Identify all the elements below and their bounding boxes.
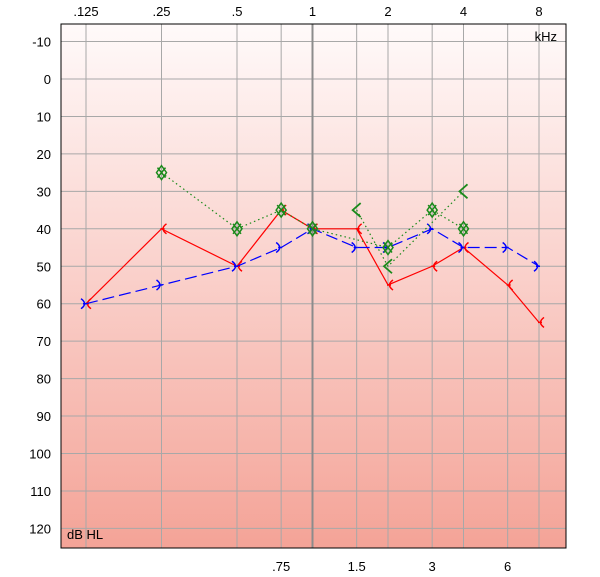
series-line (85, 228, 540, 305)
x-tick-label-bottom: 6 (504, 559, 511, 574)
x-tick-label-top: .25 (152, 4, 170, 19)
data-point-marker (160, 223, 167, 235)
x-tick-label-bottom: 1.5 (348, 559, 366, 574)
series-green-bone-left (351, 183, 469, 274)
data-point-marker (231, 220, 243, 238)
y-tick-label: 120 (29, 521, 51, 536)
axis-labels: -10 0 10 20 30 40 50 60 70 80 90 100 110 120 .125 .25 .5… (29, 4, 542, 574)
grid-lines (61, 24, 566, 548)
y-tick-label: 50 (37, 259, 51, 274)
y-tick-label: 10 (37, 109, 51, 124)
y-tick-label: 30 (37, 184, 51, 199)
series-blue-air (80, 223, 540, 310)
data-point-marker (156, 279, 163, 291)
x-tick-label-top: 4 (460, 4, 467, 19)
y-tick-label: 100 (29, 447, 51, 462)
x-tick-label-top: 1 (309, 4, 316, 19)
series-line (356, 190, 464, 268)
data-point-marker (355, 223, 363, 235)
data-point-marker (306, 220, 319, 238)
y-tick-label: 20 (37, 147, 51, 162)
data-point-marker (351, 241, 358, 254)
data-point-marker (458, 183, 469, 200)
series-green-bone (155, 164, 470, 256)
y-tick-label: 0 (44, 72, 51, 87)
data-point-marker (457, 220, 470, 238)
y-tick-label: 40 (37, 222, 51, 237)
data-point-marker (458, 241, 465, 254)
data-point-marker (533, 260, 540, 272)
data-point-marker (382, 239, 394, 256)
y-tick-label: 90 (37, 409, 51, 424)
data-point-marker (426, 201, 439, 219)
plot-frame (60, 23, 567, 549)
y-tick-label: 60 (37, 297, 51, 312)
y-tick-label: 110 (30, 484, 51, 499)
data-point-marker (506, 279, 514, 291)
data-series (80, 164, 545, 329)
y-tick-label: -10 (32, 35, 51, 50)
x-tick-label-top: .5 (232, 4, 243, 19)
data-point-marker (275, 201, 288, 219)
data-point-marker (431, 260, 438, 272)
x-tick-label-top: 8 (535, 4, 542, 19)
data-point-marker (387, 279, 394, 291)
data-point-marker (155, 164, 168, 181)
data-point-marker (275, 241, 283, 254)
data-point-marker (231, 260, 238, 272)
x-tick-label-top: 2 (384, 4, 391, 19)
data-point-marker (502, 241, 509, 254)
data-point-marker (351, 202, 362, 218)
data-point-marker (80, 298, 87, 310)
y-tick-label: 70 (37, 334, 51, 349)
x-tick-label-bottom: .75 (272, 559, 290, 574)
y-axis-unit-label: dB HL (67, 527, 103, 542)
data-point-marker (538, 316, 545, 329)
x-axis-unit-label: kHz (535, 29, 557, 44)
y-tick-label: 80 (37, 372, 51, 387)
data-point-marker (426, 223, 434, 235)
x-tick-label-bottom: 3 (429, 559, 436, 574)
x-tick-label-top: .125 (73, 4, 98, 19)
data-point-marker (382, 258, 393, 274)
